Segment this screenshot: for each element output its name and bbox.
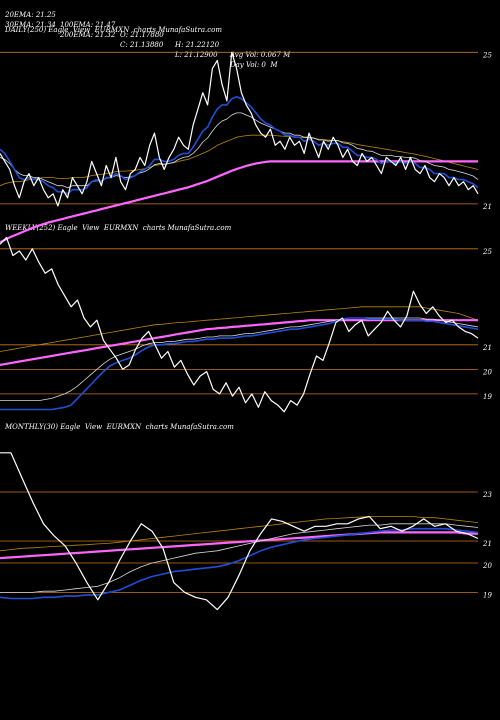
weekly-ema-slow-line: [0, 306, 479, 352]
monthly-ema-long-line: [0, 531, 478, 560]
monthly-chart-title: MONTHLY(30) Eagle View EURMXN charts Mun…: [5, 423, 234, 431]
day-vol-value: Day Vol: 0 M: [230, 61, 278, 69]
ema100-value: 100EMA: 21.47: [60, 21, 116, 29]
weekly-ema-fast-line: [0, 317, 479, 411]
weekly-y-tick-3: 19: [483, 393, 492, 401]
ema30-value: 30EMA: 21.34: [5, 21, 56, 29]
close-value: C: 21.13880: [120, 41, 164, 49]
monthly-y-tick-1: 21: [482, 540, 492, 548]
daily-y-tick-1: 21: [482, 203, 492, 211]
weekly-ema-long-line: [0, 319, 478, 366]
monthly-ema-slow-line: [0, 516, 479, 552]
weekly-y-tick-1: 21: [482, 344, 492, 352]
monthly-ema-mid-line: [0, 523, 479, 593]
low-value: L: 21.12900: [175, 51, 218, 59]
monthly-y-tick-2: 20: [482, 562, 492, 570]
daily-panel: 25 21: [0, 51, 492, 244]
daily-ema-long-line: [0, 160, 478, 244]
monthly-price-line: [0, 452, 479, 611]
daily-ema-mid-line: [0, 112, 479, 189]
daily-price-line: [0, 51, 479, 207]
daily-chart-title: DAILY(250) Eagle View EURMXN charts Muna…: [5, 26, 222, 34]
weekly-ema-mid-line: [0, 317, 479, 402]
open-value: O: 21.17880: [120, 31, 164, 39]
weekly-price-line: [0, 237, 479, 413]
weekly-y-tick-4: 18: [483, 0, 492, 2]
daily-y-tick-0: 25: [482, 51, 492, 59]
ema200-value: 200EMA: 21.32: [60, 31, 116, 39]
monthly-y-tick-3: 19: [483, 591, 492, 599]
monthly-y-tick-0: 23: [482, 491, 492, 499]
weekly-y-tick-0: 25: [482, 248, 492, 256]
monthly-ema-fast-line: [0, 527, 479, 600]
weekly-y-tick-2: 20: [482, 368, 492, 376]
ema20-value: 20EMA: 21.25: [5, 11, 56, 19]
daily-ema-slow-line: [0, 134, 479, 187]
high-value: H: 21.22120: [175, 41, 220, 49]
monthly-panel: 23 21 20 19: [0, 452, 492, 611]
indicator-header-2: 30EMA: 21.34 200EMA: 21.32 C: 21.13880 L…: [5, 10, 278, 70]
avg-vol-value: Avg Vol: 0.067 M: [230, 51, 291, 59]
indicator-header: 20EMA: 21.25 100EMA: 21.47 O: 21.17880 H…: [5, 0, 290, 60]
weekly-panel: 25 21 20 19 18: [0, 0, 492, 413]
